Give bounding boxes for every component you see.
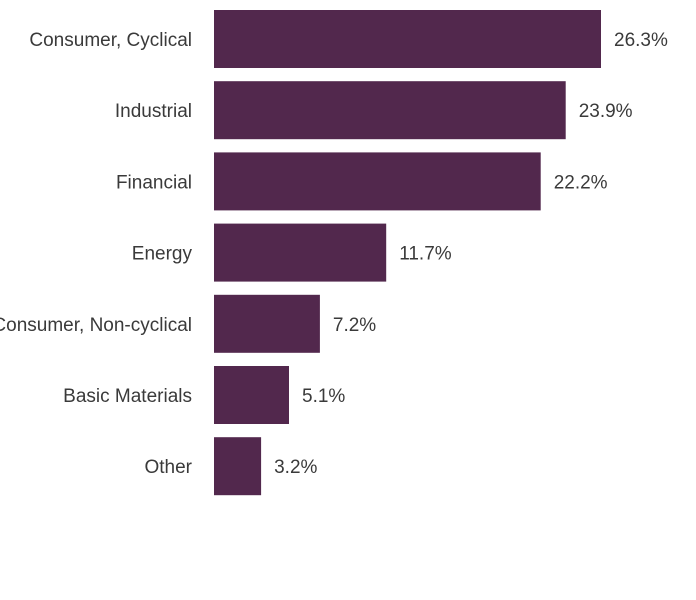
bar-2 (214, 152, 541, 211)
bar-6 (214, 437, 262, 496)
value-label-3: 11.7% (399, 244, 452, 265)
category-label-3: Energy (132, 244, 193, 265)
category-label-4: Consumer, Non-cyclical (0, 315, 192, 336)
category-label-group: Consumer, Cyclical Industrial Financial Ene… (0, 30, 193, 478)
category-label-1: Industrial (115, 101, 192, 122)
bar-group (214, 10, 601, 496)
bar-4 (214, 294, 320, 353)
category-label-2: Financial (116, 172, 192, 193)
bar-5 (214, 366, 289, 424)
category-label-6: Other (144, 457, 192, 478)
value-label-2: 22.2% (554, 172, 608, 193)
value-label-6: 3.2% (274, 457, 317, 478)
category-label-5: Basic Materials (63, 386, 192, 407)
bar-1 (214, 81, 566, 140)
bar-0 (214, 10, 601, 68)
value-label-group: 26.3% 23.9% 22.2% 11.7% 7.2% 5.1% 3.2% (274, 30, 668, 478)
category-label-0: Consumer, Cyclical (29, 30, 192, 51)
value-label-1: 23.9% (579, 101, 633, 122)
value-label-4: 7.2% (333, 315, 376, 336)
bar-3 (214, 223, 387, 282)
value-label-5: 5.1% (302, 386, 345, 407)
value-label-0: 26.3% (614, 30, 668, 51)
